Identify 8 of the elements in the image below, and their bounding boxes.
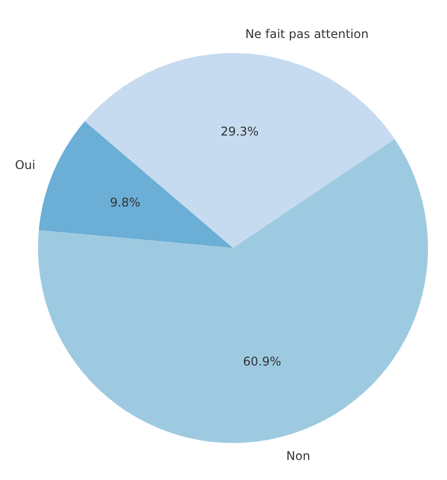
data-label: 29.3%	[220, 124, 259, 138]
slice-label: Non	[286, 448, 310, 463]
slice-label: Oui	[14, 158, 36, 172]
data-label: 60.9%	[242, 354, 282, 369]
data-label: 9.8%	[110, 196, 140, 210]
slice-label: Ne fait pas attention	[245, 27, 369, 42]
pie-slice	[84, 53, 395, 248]
pie-slice	[38, 138, 428, 443]
